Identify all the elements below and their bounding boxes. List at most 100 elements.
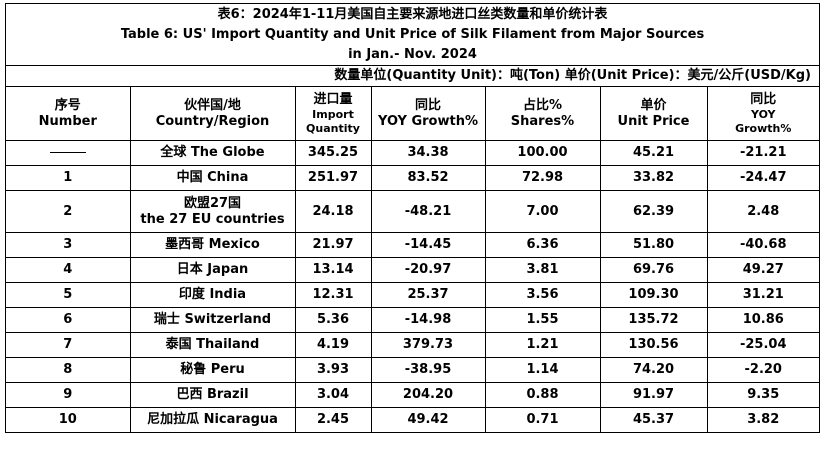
row-unit-price: 45.37 (599, 407, 708, 432)
table-row: 7 泰国 Thailand 4.19 379.73 1.21 130.56 -2… (6, 332, 819, 358)
row-number: 3 (6, 232, 131, 258)
row-partner: 尼加拉瓜 Nicaragua (129, 407, 296, 432)
row-yoy: 379.73 (370, 332, 486, 358)
row-number: 8 (6, 357, 131, 383)
row-partner: 墨西哥 Mexico (129, 232, 296, 258)
row-quantity: 12.31 (294, 282, 372, 308)
row-yoy: 34.38 (370, 140, 486, 166)
row-share: 72.98 (484, 165, 601, 191)
row-quantity: 3.93 (294, 357, 372, 383)
row-number: 5 (6, 282, 131, 308)
row-share: 3.81 (484, 257, 601, 283)
row-yoy: 25.37 (370, 282, 486, 308)
row-price-yoy: -24.47 (706, 165, 819, 191)
row-unit-price: 45.21 (599, 140, 708, 166)
row-share: 1.21 (484, 332, 601, 358)
row-share: 0.88 (484, 382, 601, 408)
statistics-table-frame: 表6：2024年1-11月美国自主要来源地进口丝类数量和单价统计表 Table … (5, 3, 820, 433)
row-quantity: 5.36 (294, 307, 372, 333)
row-price-yoy: 9.35 (706, 382, 819, 408)
row-price-yoy: -25.04 (706, 332, 819, 358)
row-share: 100.00 (484, 140, 601, 166)
row-partner: 日本 Japan (129, 257, 296, 283)
row-share: 3.56 (484, 282, 601, 308)
row-price-yoy: -2.20 (706, 357, 819, 383)
table-title: 表6：2024年1-11月美国自主要来源地进口丝类数量和单价统计表 Table … (6, 4, 819, 66)
title-english-line2: in Jan.- Nov. 2024 (348, 47, 477, 62)
row-quantity: 4.19 (294, 332, 372, 358)
header-unit-price: 单价 Unit Price (599, 87, 708, 141)
row-partner: 秘鲁 Peru (129, 357, 296, 383)
table-row: 10 尼加拉瓜 Nicaragua 2.45 49.42 0.71 45.37 … (6, 407, 819, 432)
header-import-quantity: 进口量 Import Quantity (294, 87, 372, 141)
table-row-globe: 全球 The Globe 345.25 34.38 100.00 45.21 -… (6, 140, 819, 166)
row-price-yoy: 2.48 (706, 190, 819, 233)
data-table: 序号 Number 伙伴国/地 Country/Region 进口量 Impor… (6, 87, 819, 432)
row-number: 10 (6, 407, 131, 432)
row-quantity: 2.45 (294, 407, 372, 432)
partner-line1: 欧盟27国 (183, 195, 242, 211)
dash-mark (49, 152, 86, 153)
row-yoy: -20.97 (370, 257, 486, 283)
row-share: 1.14 (484, 357, 601, 383)
row-share: 7.00 (484, 190, 601, 233)
header-price-yoy: 同比 YOY Growth% (706, 87, 819, 141)
row-number: 1 (6, 165, 131, 191)
row-yoy: 204.20 (370, 382, 486, 408)
row-unit-price: 91.97 (599, 382, 708, 408)
row-partner: 瑞士 Switzerland (129, 307, 296, 333)
table-row: 8 秘鲁 Peru 3.93 -38.95 1.14 74.20 -2.20 (6, 357, 819, 383)
table-row: 9 巴西 Brazil 3.04 204.20 0.88 91.97 9.35 (6, 382, 819, 408)
row-number: 4 (6, 257, 131, 283)
row-quantity: 21.97 (294, 232, 372, 258)
row-quantity: 345.25 (294, 140, 372, 166)
row-yoy: 49.42 (370, 407, 486, 432)
row-share: 1.55 (484, 307, 601, 333)
header-shares: 占比% Shares% (484, 87, 601, 141)
table-row: 4 日本 Japan 13.14 -20.97 3.81 69.76 49.27 (6, 257, 819, 283)
row-number (6, 140, 131, 166)
row-number: 9 (6, 382, 131, 408)
header-row: 序号 Number 伙伴国/地 Country/Region 进口量 Impor… (6, 87, 819, 141)
row-price-yoy: 3.82 (706, 407, 819, 432)
row-price-yoy: -21.21 (706, 140, 819, 166)
row-unit-price: 62.39 (599, 190, 708, 233)
row-price-yoy: -40.68 (706, 232, 819, 258)
row-yoy: -14.45 (370, 232, 486, 258)
row-quantity: 13.14 (294, 257, 372, 283)
row-yoy: 83.52 (370, 165, 486, 191)
row-yoy: -14.98 (370, 307, 486, 333)
row-quantity: 24.18 (294, 190, 372, 233)
row-partner: 印度 India (129, 282, 296, 308)
row-quantity: 3.04 (294, 382, 372, 408)
row-yoy: -38.95 (370, 357, 486, 383)
title-english-line1: Table 6: US' Import Quantity and Unit Pr… (120, 27, 705, 42)
partner-line2: the 27 EU countries (140, 211, 285, 227)
header-number: 序号 Number (6, 87, 131, 141)
row-partner: 欧盟27国 the 27 EU countries (129, 190, 296, 233)
row-partner: 泰国 Thailand (129, 332, 296, 358)
table-row: 2 欧盟27国 the 27 EU countries 24.18 -48.21… (6, 190, 819, 233)
row-quantity: 251.97 (294, 165, 372, 191)
row-yoy: -48.21 (370, 190, 486, 233)
row-unit-price: 51.80 (599, 232, 708, 258)
row-number: 2 (6, 190, 131, 233)
title-chinese: 表6：2024年1-11月美国自主要来源地进口丝类数量和单价统计表 (217, 7, 608, 22)
row-unit-price: 69.76 (599, 257, 708, 283)
row-unit-price: 33.82 (599, 165, 708, 191)
table-row: 6 瑞士 Switzerland 5.36 -14.98 1.55 135.72… (6, 307, 819, 333)
row-number: 7 (6, 332, 131, 358)
row-unit-price: 74.20 (599, 357, 708, 383)
row-partner: 中国 China (129, 165, 296, 191)
row-unit-price: 130.56 (599, 332, 708, 358)
table-row: 5 印度 India 12.31 25.37 3.56 109.30 31.21 (6, 282, 819, 308)
header-yoy-growth: 同比 YOY Growth% (370, 87, 486, 141)
row-price-yoy: 49.27 (706, 257, 819, 283)
row-number: 6 (6, 307, 131, 333)
table-row: 3 墨西哥 Mexico 21.97 -14.45 6.36 51.80 -40… (6, 232, 819, 258)
row-partner: 巴西 Brazil (129, 382, 296, 408)
table-row: 1 中国 China 251.97 83.52 72.98 33.82 -24.… (6, 165, 819, 191)
row-share: 0.71 (484, 407, 601, 432)
row-partner: 全球 The Globe (129, 140, 296, 166)
row-share: 6.36 (484, 232, 601, 258)
